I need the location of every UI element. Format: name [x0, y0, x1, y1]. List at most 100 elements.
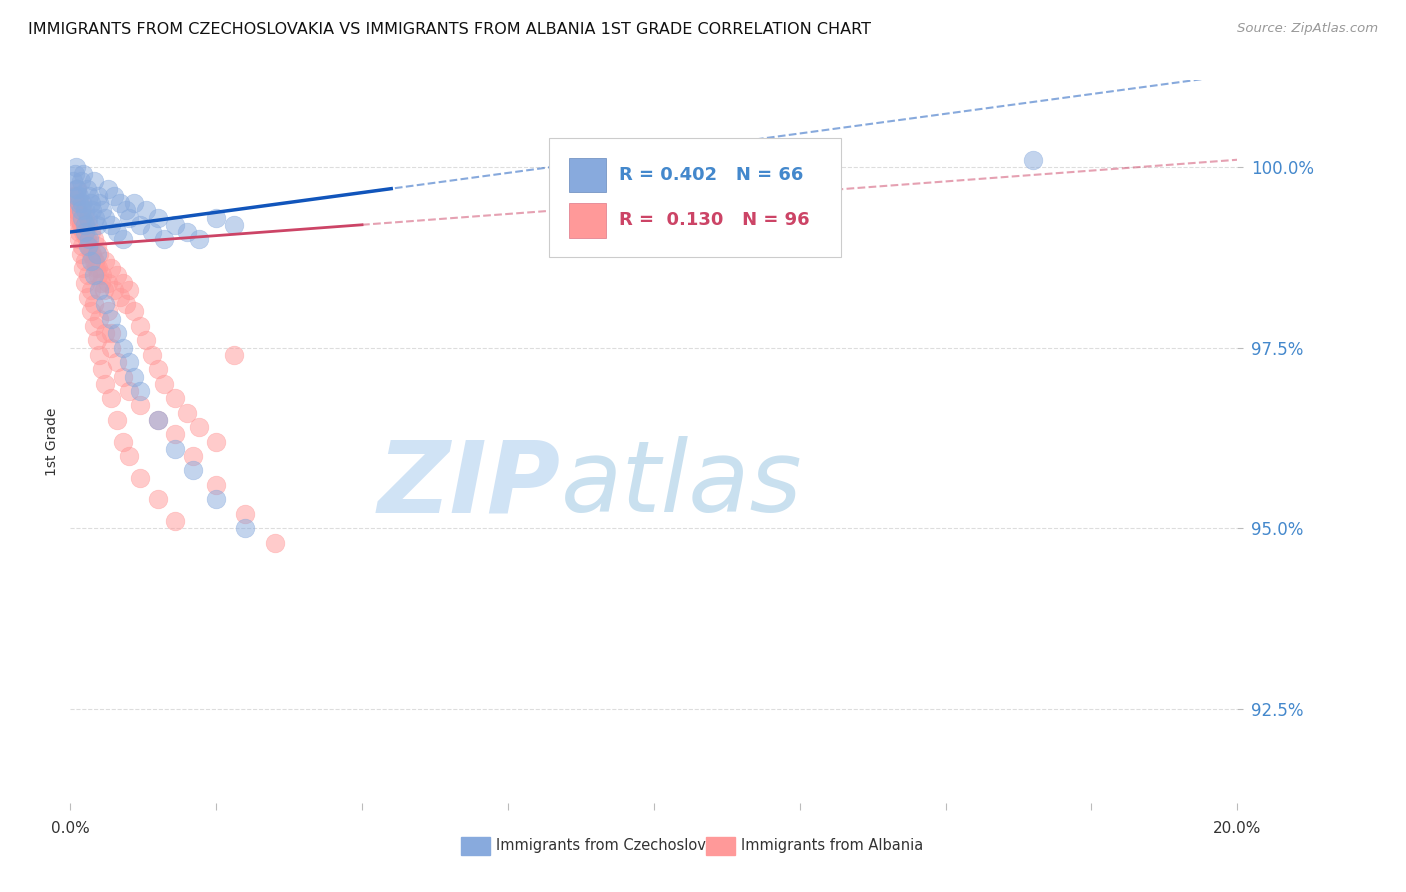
Text: R =  0.130   N = 96: R = 0.130 N = 96 — [619, 211, 810, 229]
Point — [73, 218, 96, 232]
Point — [69, 174, 91, 188]
Point — [100, 311, 122, 326]
Point — [94, 211, 117, 225]
Point — [83, 174, 105, 188]
Bar — [461, 837, 491, 855]
Point — [76, 268, 98, 283]
Point — [176, 406, 198, 420]
Point — [111, 341, 134, 355]
Point — [100, 341, 122, 355]
Point — [66, 182, 89, 196]
Point — [66, 182, 89, 196]
Point — [82, 203, 104, 218]
Point — [129, 318, 152, 333]
Point — [263, 535, 285, 549]
Point — [129, 218, 152, 232]
Point — [89, 311, 111, 326]
Point — [66, 203, 89, 218]
Point — [222, 348, 245, 362]
Text: atlas: atlas — [561, 436, 801, 533]
Point — [94, 254, 117, 268]
Point — [91, 203, 114, 218]
Point — [70, 218, 93, 232]
Point — [100, 261, 122, 276]
Point — [97, 182, 120, 196]
Point — [1022, 153, 1045, 167]
Point — [105, 326, 128, 341]
Point — [91, 268, 114, 283]
Point — [75, 276, 97, 290]
Bar — [568, 203, 606, 238]
Point — [146, 211, 169, 225]
Point — [87, 261, 110, 276]
Point — [100, 391, 122, 405]
Point — [146, 413, 169, 427]
Point — [135, 203, 157, 218]
Point — [103, 283, 125, 297]
Point — [63, 167, 86, 181]
Point — [63, 203, 86, 218]
Point — [118, 211, 141, 225]
Text: Source: ZipAtlas.com: Source: ZipAtlas.com — [1237, 22, 1378, 36]
Point — [80, 196, 103, 211]
Point — [80, 254, 103, 268]
Text: ZIP: ZIP — [377, 436, 561, 533]
Point — [100, 218, 122, 232]
Point — [205, 211, 228, 225]
Point — [65, 160, 87, 174]
Point — [76, 232, 98, 246]
Point — [111, 232, 134, 246]
Point — [86, 246, 108, 260]
Text: 0.0%: 0.0% — [51, 821, 90, 836]
Point — [66, 218, 89, 232]
Point — [69, 196, 91, 211]
Point — [72, 261, 94, 276]
Point — [165, 514, 187, 528]
Point — [65, 196, 87, 211]
Point — [77, 239, 100, 253]
Point — [69, 246, 91, 260]
Point — [76, 211, 98, 225]
Point — [118, 355, 141, 369]
Point — [94, 297, 117, 311]
Point — [124, 196, 146, 211]
Point — [135, 334, 157, 348]
Point — [187, 232, 209, 246]
Point — [187, 420, 209, 434]
Point — [69, 203, 91, 218]
Point — [67, 225, 90, 239]
Point — [146, 492, 169, 507]
Text: Immigrants from Albania: Immigrants from Albania — [741, 838, 924, 853]
Point — [103, 189, 125, 203]
Point — [165, 391, 187, 405]
Point — [72, 225, 94, 239]
Point — [76, 218, 98, 232]
Point — [80, 304, 103, 318]
Point — [83, 232, 105, 246]
Point — [76, 232, 98, 246]
Point — [73, 254, 96, 268]
Point — [89, 283, 111, 297]
Point — [222, 218, 245, 232]
Point — [72, 167, 94, 181]
Point — [73, 225, 96, 239]
Point — [124, 304, 146, 318]
Point — [77, 239, 100, 253]
Point — [86, 218, 108, 232]
Point — [73, 211, 96, 225]
Point — [93, 283, 115, 297]
Point — [235, 521, 257, 535]
FancyBboxPatch shape — [548, 138, 841, 257]
Point — [62, 174, 84, 188]
Point — [67, 211, 90, 225]
Point — [89, 348, 111, 362]
Point — [114, 203, 136, 218]
Point — [181, 449, 204, 463]
Point — [62, 189, 84, 203]
Point — [146, 362, 169, 376]
Point — [87, 189, 110, 203]
Point — [129, 399, 152, 413]
Point — [118, 384, 141, 398]
Point — [165, 427, 187, 442]
Point — [70, 203, 93, 218]
